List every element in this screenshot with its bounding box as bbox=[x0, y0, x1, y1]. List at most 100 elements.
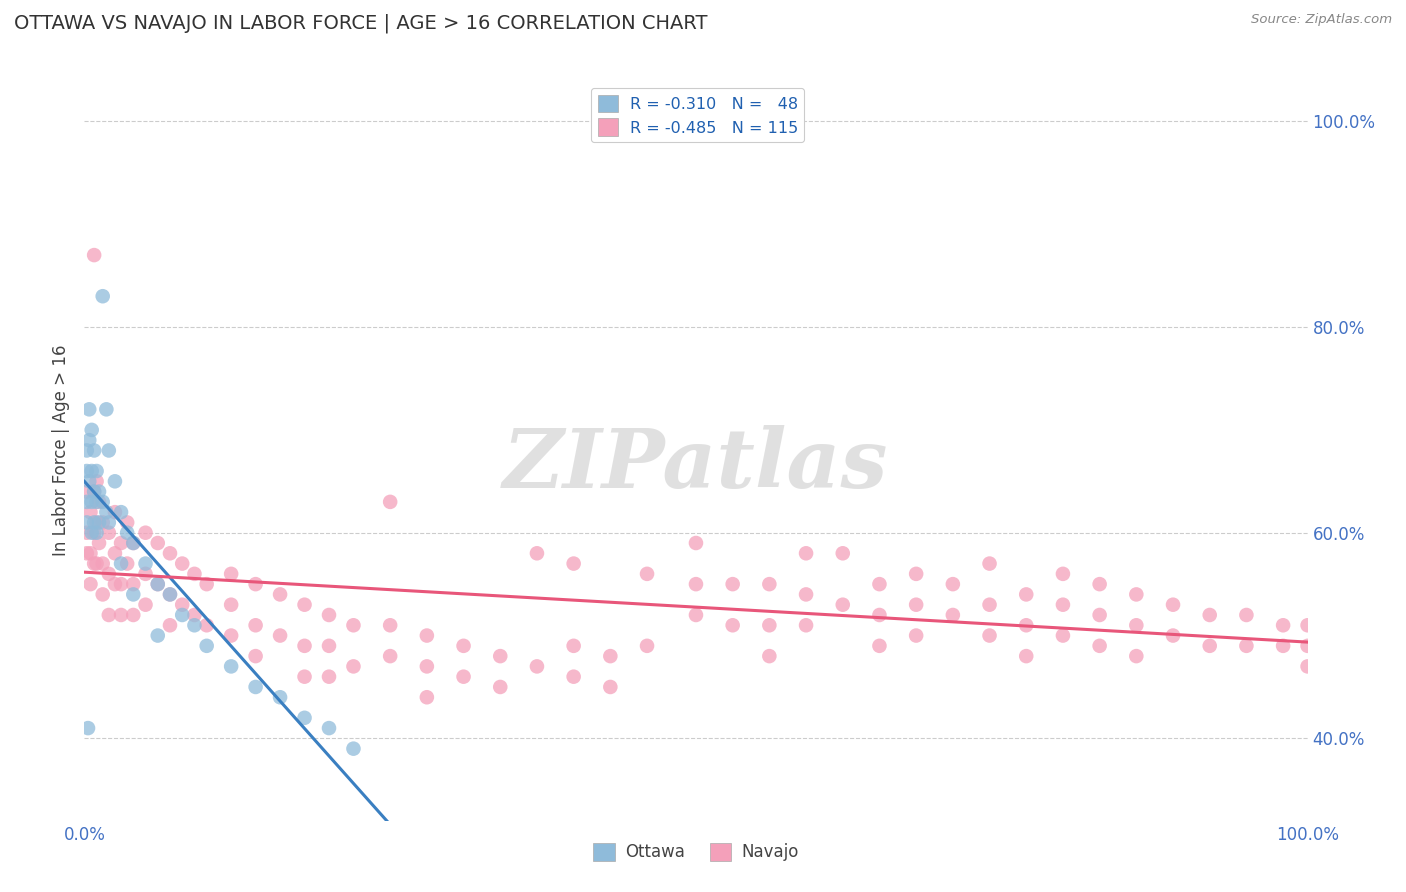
Point bbox=[122, 607, 145, 622]
Point bbox=[96, 402, 118, 417]
Point bbox=[599, 649, 621, 664]
Point bbox=[685, 577, 707, 591]
Point bbox=[77, 721, 100, 735]
Point bbox=[83, 557, 105, 571]
Point bbox=[831, 598, 853, 612]
Point bbox=[294, 639, 316, 653]
Point bbox=[91, 516, 114, 530]
Point bbox=[86, 495, 108, 509]
Point bbox=[269, 628, 291, 642]
Point bbox=[1198, 639, 1220, 653]
Point bbox=[76, 495, 98, 509]
Point bbox=[76, 464, 98, 478]
Point bbox=[159, 546, 181, 560]
Point bbox=[1198, 607, 1220, 622]
Point bbox=[104, 546, 127, 560]
Point bbox=[83, 484, 105, 499]
Point bbox=[979, 557, 1001, 571]
Point bbox=[91, 587, 114, 601]
Point bbox=[83, 525, 105, 540]
Point bbox=[1296, 618, 1319, 632]
Point bbox=[562, 639, 585, 653]
Point bbox=[1052, 598, 1074, 612]
Point bbox=[1125, 618, 1147, 632]
Point bbox=[1236, 607, 1258, 622]
Point bbox=[104, 505, 127, 519]
Point bbox=[758, 618, 780, 632]
Point bbox=[245, 618, 267, 632]
Point bbox=[146, 536, 169, 550]
Point bbox=[979, 598, 1001, 612]
Point bbox=[380, 649, 402, 664]
Point bbox=[1161, 598, 1184, 612]
Point bbox=[416, 659, 439, 673]
Point bbox=[104, 475, 127, 489]
Point bbox=[1296, 639, 1319, 653]
Point bbox=[1236, 639, 1258, 653]
Point bbox=[1088, 639, 1111, 653]
Point bbox=[219, 566, 242, 581]
Point bbox=[219, 628, 242, 642]
Point bbox=[1272, 618, 1295, 632]
Point bbox=[159, 587, 181, 601]
Point bbox=[294, 598, 316, 612]
Point bbox=[76, 525, 98, 540]
Point bbox=[489, 680, 512, 694]
Point bbox=[758, 649, 780, 664]
Point bbox=[1125, 587, 1147, 601]
Point bbox=[122, 536, 145, 550]
Point bbox=[91, 495, 114, 509]
Point bbox=[172, 607, 194, 622]
Point bbox=[905, 566, 928, 581]
Point bbox=[294, 711, 316, 725]
Point bbox=[97, 516, 120, 530]
Point bbox=[97, 443, 120, 458]
Point bbox=[979, 628, 1001, 642]
Point bbox=[122, 536, 145, 550]
Point bbox=[86, 464, 108, 478]
Point bbox=[135, 525, 157, 540]
Point bbox=[110, 505, 132, 519]
Y-axis label: In Labor Force | Age > 16: In Labor Force | Age > 16 bbox=[52, 344, 70, 557]
Point bbox=[195, 639, 218, 653]
Point bbox=[115, 516, 138, 530]
Point bbox=[86, 525, 108, 540]
Point bbox=[685, 607, 707, 622]
Point bbox=[869, 577, 891, 591]
Point bbox=[942, 607, 965, 622]
Point bbox=[115, 525, 138, 540]
Point bbox=[380, 495, 402, 509]
Point bbox=[115, 557, 138, 571]
Point bbox=[342, 659, 364, 673]
Point bbox=[453, 670, 475, 684]
Text: ZIPatlas: ZIPatlas bbox=[503, 425, 889, 505]
Point bbox=[416, 628, 439, 642]
Point bbox=[104, 577, 127, 591]
Point bbox=[905, 598, 928, 612]
Point bbox=[183, 618, 205, 632]
Point bbox=[183, 607, 205, 622]
Point bbox=[453, 639, 475, 653]
Point bbox=[172, 557, 194, 571]
Point bbox=[77, 433, 100, 447]
Point bbox=[758, 577, 780, 591]
Point bbox=[146, 577, 169, 591]
Point bbox=[562, 557, 585, 571]
Point bbox=[97, 566, 120, 581]
Point bbox=[905, 628, 928, 642]
Point bbox=[83, 516, 105, 530]
Point bbox=[159, 587, 181, 601]
Point bbox=[135, 566, 157, 581]
Point bbox=[245, 680, 267, 694]
Point bbox=[79, 577, 101, 591]
Point bbox=[599, 680, 621, 694]
Point bbox=[1125, 649, 1147, 664]
Point bbox=[135, 598, 157, 612]
Point bbox=[318, 670, 340, 684]
Point bbox=[159, 618, 181, 632]
Point bbox=[1296, 659, 1319, 673]
Point bbox=[77, 402, 100, 417]
Point bbox=[77, 475, 100, 489]
Point bbox=[86, 557, 108, 571]
Point bbox=[526, 659, 548, 673]
